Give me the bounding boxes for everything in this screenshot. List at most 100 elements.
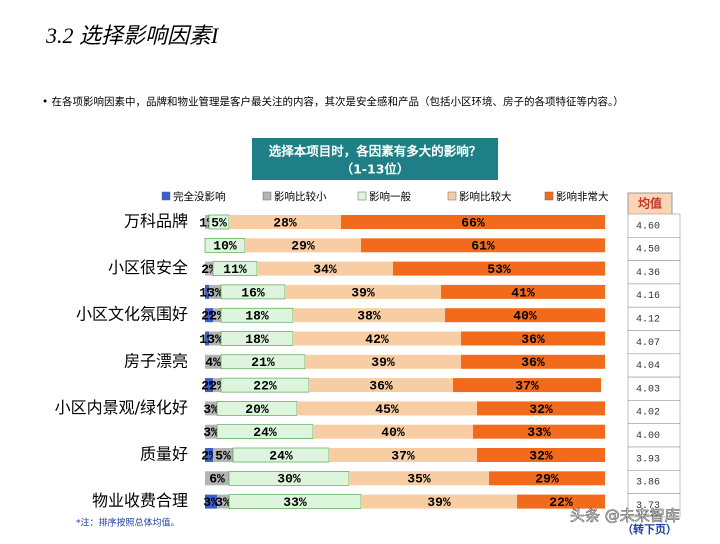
data-label: 16% [241,285,265,300]
bar-segment [213,308,221,323]
data-label: 33% [527,425,551,440]
data-label: 35% [407,472,431,487]
data-label: 37% [515,379,539,394]
category-label: 小区很安全 [108,258,188,277]
legend-label: 影响比较小 [274,190,327,203]
data-label: 32% [529,448,553,463]
mean-value: 4.12 [636,314,660,325]
data-label: 61% [471,239,495,254]
data-label: 6% [209,472,225,487]
data-label: 11% [223,262,247,277]
bar-segment [393,261,605,276]
mean-cell [627,493,681,518]
bar-segment [309,378,453,393]
bar-segment [245,238,361,253]
legend-swatch [161,191,171,201]
data-label: 18% [245,309,269,324]
data-label: 20% [245,402,269,417]
bar-segment [461,354,605,369]
bar-segment [473,424,605,439]
data-label: 30% [277,472,301,487]
bar-segment [205,331,209,346]
data-label: 66% [461,215,485,230]
bar-segment [293,308,445,323]
category-label: 万科品牌 [124,212,188,231]
bar-segment [205,215,209,229]
mean-value: 4.60 [636,221,660,232]
mean-header: 均值 [638,196,662,211]
data-label: 29% [535,472,559,487]
legend-swatch [544,191,554,201]
data-label: 28% [273,215,297,230]
data-label: 36% [521,332,545,347]
data-label: 24% [269,448,293,463]
bar-segment [445,308,605,323]
bar-segment [341,215,605,229]
bar-segment [209,331,221,346]
data-label: 36% [521,355,545,370]
bar-segment [441,284,605,299]
data-label: 29% [291,239,315,254]
mean-value: 3.86 [636,478,660,489]
mean-value: 3.93 [636,454,660,465]
mean-value: 4.03 [636,384,660,395]
data-label: 33% [283,495,307,510]
data-label: 18% [245,332,269,347]
category-label: 小区内景观/绿化好 [55,398,188,417]
bar-segment [213,448,233,462]
bar-segment [453,378,601,393]
mean-value: 4.36 [636,268,660,279]
legend-swatch [447,191,457,201]
bar-segment [205,401,217,416]
bar-segment [477,448,605,462]
bar-segment [209,284,221,299]
bar-segment [293,331,461,346]
data-label: 36% [369,379,393,394]
data-label: 32% [529,402,553,417]
bullet-box: • 在各项影响因素中，品牌和物业管理是客户最关注的内容，其次是安全感和产品（包括… [42,96,624,108]
data-label: 10% [213,239,237,254]
data-label: 3% [207,332,223,347]
legend-label: 影响一般 [369,190,411,203]
data-label: 3% [215,495,231,510]
question-line: 选择本项目时，各因素有多大的影响？ [269,144,482,159]
mean-value: 3.73 [636,501,660,512]
data-label: 3% [203,402,219,417]
data-label: 37% [391,448,415,463]
bar-segment [205,284,209,299]
data-label: 3% [203,425,219,440]
data-label: 3% [207,285,223,300]
category-label: 房子漂亮 [124,351,188,370]
data-label: 22% [253,379,277,394]
legend-label: 影响比较大 [459,190,512,203]
mean-value: 4.04 [636,361,660,372]
data-label: 41% [511,285,535,300]
data-label: 5% [211,215,227,230]
bar-segment [517,494,605,509]
category-label: 质量好 [140,445,188,464]
data-label: 3% [203,495,219,510]
question-range: （1-13位） [341,162,410,177]
bar-segment [205,424,217,439]
bar-segment [257,261,393,276]
data-label: 4% [205,355,221,370]
bar-segment [205,378,213,393]
bullet-text: • 在各项影响因素中，品牌和物业管理是客户最关注的内容，其次是安全感和产品（包括… [42,96,624,108]
mean-table: 4.60 4.50 4.36 4.16 4.12 4.07 4.04 4.03 4.02 4.00… [627,213,681,518]
bar-segment [229,215,341,229]
legend-swatch [262,191,272,201]
bar-segment [285,284,441,299]
data-label: 53% [487,262,511,277]
legend-label: 影响非常大 [556,190,609,203]
bar-segment [461,331,605,346]
data-label: 39% [371,355,395,370]
bar-segment [349,471,489,486]
legend-label: 完全没影响 [173,190,226,203]
data-label: 45% [375,402,399,417]
data-label: 22% [549,495,573,510]
bar-segment [477,401,605,416]
data-label: 42% [365,332,389,347]
mean-value: 4.02 [636,408,660,419]
bar-segment [205,354,221,369]
